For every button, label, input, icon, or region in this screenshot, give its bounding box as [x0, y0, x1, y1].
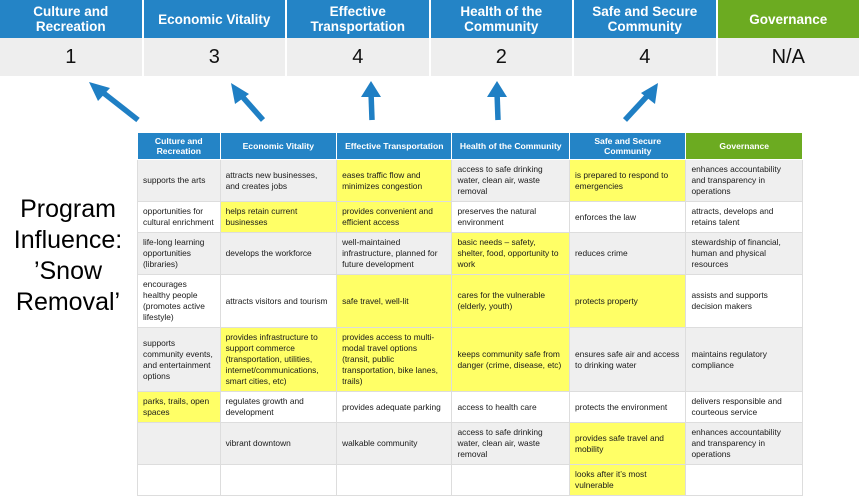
- table-row: looks after it’s most vulnerable: [138, 465, 803, 496]
- matrix-header-health-of-the-community: Health of the Community: [452, 133, 570, 160]
- scorecard-value-culture-and-recreation: 1: [0, 38, 144, 76]
- scorecard-header-economic-vitality: Economic Vitality: [144, 0, 288, 38]
- program-influence-line-3: ’Snow: [4, 256, 132, 287]
- matrix-header-governance: Governance: [686, 133, 803, 160]
- matrix-cell: provides adequate parking: [337, 392, 452, 423]
- arrow-group: [0, 76, 859, 132]
- scorecard-header-culture-and-recreation: Culture and Recreation: [0, 0, 144, 38]
- matrix-cell: attracts new businesses, and creates job…: [220, 160, 336, 202]
- program-influence-line-2: Influence:: [4, 225, 132, 256]
- matrix-cell: provides infrastructure to support comme…: [220, 328, 336, 392]
- scorecard-value-safe-and-secure-community: 4: [574, 38, 718, 76]
- matrix-cell: cares for the vulnerable (elderly, youth…: [452, 275, 570, 328]
- matrix-cell: ensures safe air and access to drinking …: [570, 328, 686, 392]
- matrix-cell: helps retain current businesses: [220, 202, 336, 233]
- matrix-cell: basic needs – safety, shelter, food, opp…: [452, 233, 570, 275]
- matrix-cell: supports the arts: [138, 160, 221, 202]
- matrix-cell: supports community events, and entertain…: [138, 328, 221, 392]
- matrix-cell: provides safe travel and mobility: [570, 423, 686, 465]
- matrix-cell: preserves the natural environment: [452, 202, 570, 233]
- matrix-cell: stewardship of financial, human and phys…: [686, 233, 803, 275]
- matrix-cell: regulates growth and development: [220, 392, 336, 423]
- matrix-cell: provides convenient and efficient access: [337, 202, 452, 233]
- matrix-cell: parks, trails, open spaces: [138, 392, 221, 423]
- matrix-cell: develops the workforce: [220, 233, 336, 275]
- matrix-cell: [452, 465, 570, 496]
- matrix-cell: assists and supports decision makers: [686, 275, 803, 328]
- matrix-cell: reduces crime: [570, 233, 686, 275]
- matrix-cell: [220, 465, 336, 496]
- scorecard-value-effective-transportation: 4: [287, 38, 431, 76]
- matrix-header-culture-and-recreation: Culture and Recreation: [138, 133, 221, 160]
- matrix-cell: vibrant downtown: [220, 423, 336, 465]
- matrix-cell: [138, 423, 221, 465]
- matrix-cell: access to safe drinking water, clean air…: [452, 423, 570, 465]
- arrow-up-icon-4: [487, 81, 507, 120]
- matrix-cell: provides access to multi-modal travel op…: [337, 328, 452, 392]
- scorecard-value-health-of-the-community: 2: [431, 38, 575, 76]
- outcomes-matrix-table: Culture and Recreation Economic Vitality…: [137, 132, 803, 496]
- scorecard-header-safe-and-secure-community: Safe and Secure Community: [574, 0, 718, 38]
- scorecard-value-economic-vitality: 3: [144, 38, 288, 76]
- program-influence-label: Program Influence: ’Snow Removal’: [4, 194, 132, 318]
- matrix-header-economic-vitality: Economic Vitality: [220, 133, 336, 160]
- matrix-cell: enhances accountability and transparency…: [686, 160, 803, 202]
- matrix-cell: life-long learning opportunities (librar…: [138, 233, 221, 275]
- matrix-cell: [686, 465, 803, 496]
- matrix-cell: protects property: [570, 275, 686, 328]
- scorecard-header-governance: Governance: [718, 0, 859, 38]
- arrow-up-icon-3: [361, 81, 381, 120]
- table-row: encourages healthy people (promotes acti…: [138, 275, 803, 328]
- matrix-header-effective-transportation: Effective Transportation: [337, 133, 452, 160]
- scorecard-value-row: 1 3 4 2 4 N/A: [0, 38, 859, 76]
- scorecard-header-row: Culture and Recreation Economic Vitality…: [0, 0, 859, 38]
- matrix-cell: delivers responsible and courteous servi…: [686, 392, 803, 423]
- table-row: life-long learning opportunities (librar…: [138, 233, 803, 275]
- matrix-cell: is prepared to respond to emergencies: [570, 160, 686, 202]
- matrix-cell: opportunities for cultural enrichment: [138, 202, 221, 233]
- scorecard-header-effective-transportation: Effective Transportation: [287, 0, 431, 38]
- matrix-cell: looks after it’s most vulnerable: [570, 465, 686, 496]
- matrix-cell: walkable community: [337, 423, 452, 465]
- matrix-cell: well-maintained infrastructure, planned …: [337, 233, 452, 275]
- program-influence-line-1: Program: [4, 194, 132, 225]
- matrix-cell: attracts visitors and tourism: [220, 275, 336, 328]
- matrix-cell: encourages healthy people (promotes acti…: [138, 275, 221, 328]
- matrix-cell: keeps community safe from danger (crime,…: [452, 328, 570, 392]
- program-influence-line-4: Removal’: [4, 287, 132, 318]
- matrix-cell: attracts, develops and retains talent: [686, 202, 803, 233]
- matrix-cell: safe travel, well-lit: [337, 275, 452, 328]
- table-row: supports community events, and entertain…: [138, 328, 803, 392]
- arrow-up-left-icon-2: [231, 83, 263, 120]
- arrow-up-left-icon-5: [625, 83, 658, 120]
- matrix-cell: access to safe drinking water, clean air…: [452, 160, 570, 202]
- matrix-cell: access to health care: [452, 392, 570, 423]
- matrix-cell: [337, 465, 452, 496]
- matrix-cell: [138, 465, 221, 496]
- scorecard-value-governance: N/A: [718, 38, 859, 76]
- matrix-header-safe-and-secure-community: Safe and Secure Community: [570, 133, 686, 160]
- matrix-header-row: Culture and Recreation Economic Vitality…: [138, 133, 803, 160]
- matrix-cell: enhances accountability and transparency…: [686, 423, 803, 465]
- scorecard-banner: Culture and Recreation Economic Vitality…: [0, 0, 859, 76]
- matrix-cell: protects the environment: [570, 392, 686, 423]
- scorecard-header-health-of-the-community: Health of the Community: [431, 0, 575, 38]
- matrix-cell: maintains regulatory compliance: [686, 328, 803, 392]
- matrix-cell: eases traffic flow and minimizes congest…: [337, 160, 452, 202]
- arrow-up-left-icon-1: [89, 82, 138, 120]
- matrix-cell: enforces the law: [570, 202, 686, 233]
